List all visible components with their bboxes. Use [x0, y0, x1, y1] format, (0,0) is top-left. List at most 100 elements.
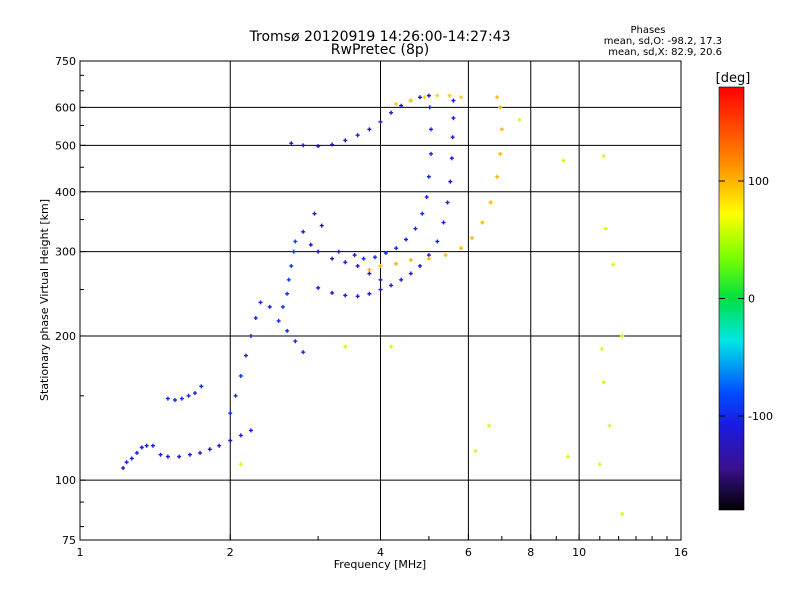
data-point	[286, 277, 291, 282]
data-point	[499, 127, 504, 132]
data-point	[408, 98, 413, 103]
data-point	[599, 346, 604, 351]
colorbar-unit-label: [deg]	[716, 71, 751, 86]
x-tick-label: 16	[674, 546, 688, 559]
data-point	[238, 462, 243, 467]
data-point	[426, 256, 431, 261]
data-point	[450, 135, 455, 140]
data-point	[330, 142, 335, 147]
data-point	[597, 462, 602, 467]
data-point	[422, 95, 427, 100]
data-point	[253, 316, 258, 321]
data-point	[480, 220, 485, 225]
colorbar-tick-label: -100	[748, 410, 773, 423]
data-point	[447, 93, 452, 98]
data-point	[620, 511, 625, 516]
data-point	[449, 156, 454, 161]
y-tick-label: 400	[55, 186, 76, 199]
data-point	[378, 263, 383, 268]
data-point	[198, 450, 203, 455]
data-point	[404, 237, 409, 242]
data-point	[207, 447, 212, 452]
grid	[80, 61, 681, 540]
data-point	[495, 95, 500, 100]
data-point	[517, 117, 522, 122]
data-point	[352, 253, 357, 258]
data-point	[429, 151, 434, 156]
data-point	[418, 95, 423, 100]
y-tick-label: 600	[55, 101, 76, 114]
data-point	[158, 452, 163, 457]
x-tick-label: 1	[77, 546, 84, 559]
data-point	[228, 438, 233, 443]
data-point	[217, 443, 222, 448]
data-points	[121, 93, 625, 516]
chart-title: Tromsø 20120919 14:26:00-14:27:43	[249, 29, 511, 45]
data-point	[330, 256, 335, 261]
data-point	[267, 304, 272, 309]
data-point	[355, 294, 360, 299]
phases-o-stats: mean, sd,O: -98.2, 17.3	[604, 36, 722, 47]
data-point	[285, 291, 290, 296]
data-point	[420, 211, 425, 216]
y-tick-label: 200	[55, 330, 76, 343]
data-point	[124, 460, 129, 465]
data-point	[389, 283, 394, 288]
phases-x-stats: mean, sd,X: 82.9, 20.6	[608, 47, 722, 58]
data-point	[199, 384, 204, 389]
data-point	[336, 249, 341, 254]
data-point	[301, 143, 306, 148]
data-point	[459, 246, 464, 251]
data-point	[607, 423, 612, 428]
data-point	[488, 200, 493, 205]
data-point	[424, 195, 429, 200]
data-point	[389, 110, 394, 115]
data-point	[373, 255, 378, 260]
data-point	[233, 393, 238, 398]
data-point	[448, 179, 453, 184]
data-point	[435, 239, 440, 244]
data-point	[408, 271, 413, 276]
data-point	[487, 423, 492, 428]
data-point	[378, 287, 383, 292]
data-point	[566, 454, 571, 459]
data-point	[179, 396, 184, 401]
data-point	[150, 443, 155, 448]
y-tick-label: 500	[55, 139, 76, 152]
data-point	[429, 127, 434, 132]
data-point	[378, 277, 383, 282]
phases-title: Phases	[630, 25, 665, 36]
colorbar-tick-label: 100	[748, 175, 769, 188]
data-point	[603, 226, 608, 231]
data-point	[389, 344, 394, 349]
data-point	[473, 449, 478, 454]
data-point	[418, 263, 423, 268]
data-point	[601, 154, 606, 159]
data-point	[316, 144, 321, 149]
data-point	[451, 98, 456, 103]
data-point	[172, 398, 177, 403]
x-tick-label: 6	[465, 546, 472, 559]
data-point	[435, 93, 440, 98]
data-point	[285, 328, 290, 333]
data-point	[355, 133, 360, 138]
data-point	[316, 285, 321, 290]
x-tick-label: 2	[227, 546, 234, 559]
data-point	[426, 253, 431, 258]
data-point	[451, 116, 456, 121]
chart-subtitle: RwPretec (8p)	[331, 42, 429, 58]
y-tick-label: 750	[55, 55, 76, 68]
data-point	[319, 223, 324, 228]
colorbar-ticks: 100 0 -100	[719, 175, 773, 423]
data-point	[177, 454, 182, 459]
data-point	[289, 263, 294, 268]
data-point	[445, 200, 450, 205]
data-point	[427, 105, 432, 110]
data-point	[498, 151, 503, 156]
data-point	[316, 249, 321, 254]
data-point	[394, 261, 399, 266]
data-point	[343, 344, 348, 349]
data-point	[121, 466, 126, 471]
data-point	[301, 350, 306, 355]
data-point	[367, 127, 372, 132]
